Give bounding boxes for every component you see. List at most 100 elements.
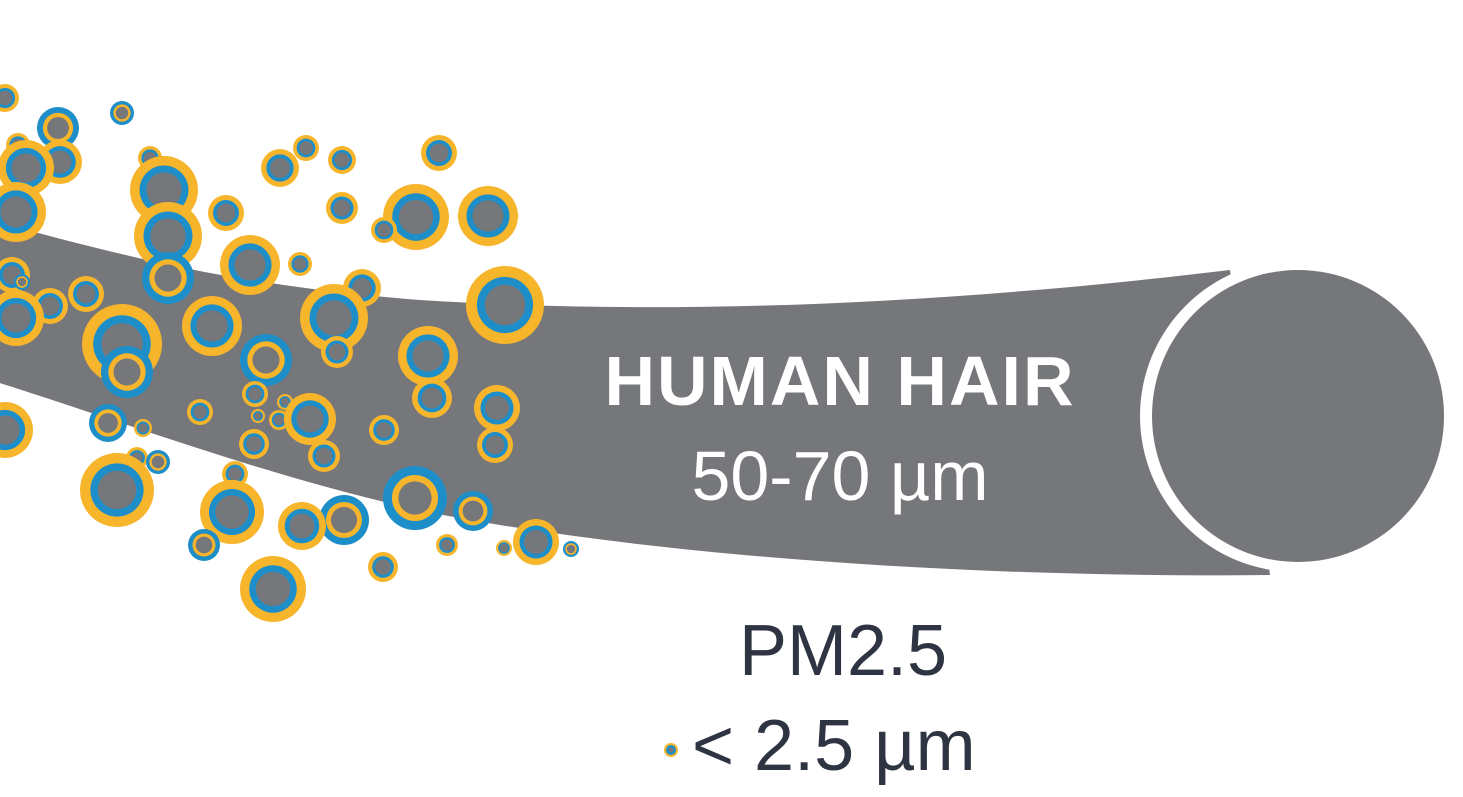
particle-core <box>113 358 141 386</box>
pm-particle <box>300 284 368 352</box>
pm-particle <box>421 135 457 171</box>
particle-core <box>228 467 242 481</box>
particle-core <box>146 172 182 208</box>
particle-core <box>524 530 548 554</box>
pm-particle <box>319 495 369 545</box>
pm-particle <box>134 419 152 437</box>
particle-core <box>234 249 266 281</box>
pm-particle <box>14 274 30 290</box>
particle-core <box>485 435 505 455</box>
particle-core <box>499 543 509 553</box>
particle-core <box>472 200 504 232</box>
pm-particle <box>0 84 19 112</box>
particle-core <box>196 310 228 342</box>
hair-cross-section <box>1152 270 1444 562</box>
pm-particle <box>240 334 292 386</box>
particle-core <box>398 199 434 235</box>
pm-particle <box>288 252 312 276</box>
pm-particle <box>326 192 358 224</box>
particle-core <box>270 158 290 178</box>
pm-particle <box>293 135 319 161</box>
pm-particle <box>412 378 452 418</box>
pm-particle <box>37 107 79 149</box>
pm-particle <box>134 202 202 270</box>
pm-particle <box>0 182 46 242</box>
particle-core <box>150 218 186 254</box>
particle-core <box>331 507 357 533</box>
particle-core <box>462 500 484 522</box>
particle-core <box>334 152 350 168</box>
pm-particle <box>146 450 170 474</box>
particle-core <box>352 278 372 298</box>
pm-particle <box>328 146 356 174</box>
particle-core <box>246 436 262 452</box>
pm-particle <box>240 556 306 622</box>
pm-particle <box>239 429 269 459</box>
hair-size-label: 50-70 µm <box>691 437 988 515</box>
particle-core <box>316 300 352 336</box>
pm-label: PM2.5 <box>739 611 947 691</box>
pm-particle <box>0 140 54 196</box>
particle-core <box>485 396 509 420</box>
particle-core <box>195 536 213 554</box>
pm-particle <box>182 296 242 356</box>
particle-core <box>254 412 262 420</box>
particle-core <box>98 413 118 433</box>
pm-particle <box>80 453 154 527</box>
particle-core <box>377 223 391 237</box>
pm-particle <box>187 399 213 425</box>
pm-particle <box>474 385 520 431</box>
pm-particle <box>458 186 518 246</box>
pm-particle <box>269 410 289 430</box>
particle-core <box>484 284 526 326</box>
particle-core <box>17 277 27 287</box>
pm-particle <box>142 252 194 304</box>
pm-particle <box>477 427 513 463</box>
pm-particle <box>200 480 264 544</box>
pm-particle <box>188 529 220 561</box>
particle-core <box>293 257 307 271</box>
particle-core <box>1 303 31 333</box>
particle-core <box>138 423 148 433</box>
pm-particle <box>89 404 127 442</box>
particle-core <box>193 405 207 419</box>
pm-particle <box>436 534 458 556</box>
hair-label: HUMAN HAIR <box>604 342 1075 420</box>
pm-particle <box>208 195 244 231</box>
particle-core <box>216 203 236 223</box>
particle-core <box>412 340 444 372</box>
particle-core <box>333 199 351 217</box>
particle-core <box>315 447 333 465</box>
particle-core <box>429 143 449 163</box>
particle-core <box>421 387 443 409</box>
pm-particle <box>0 290 44 346</box>
pm-particle <box>284 393 336 445</box>
pm-particle <box>513 519 559 565</box>
particle-core <box>0 90 13 106</box>
particle-core <box>248 387 262 401</box>
pm-particle <box>321 336 353 368</box>
pm-particle <box>368 552 398 582</box>
particle-core <box>299 141 313 155</box>
pm-particle <box>453 491 493 531</box>
pm-particle <box>278 502 326 550</box>
particle-core <box>255 571 291 607</box>
pm-particle <box>101 346 153 398</box>
pm-particle <box>563 541 579 557</box>
particle-cloud <box>0 84 579 622</box>
particle-core <box>115 106 129 120</box>
particle-core <box>40 296 60 316</box>
particle-core <box>76 284 96 304</box>
pm-particle <box>308 440 340 472</box>
pm-particle <box>369 415 399 445</box>
particle-core <box>566 544 576 554</box>
pm-particle <box>0 402 33 458</box>
pm-particle <box>466 266 544 344</box>
particle-core <box>328 343 346 361</box>
particle-core <box>280 397 290 407</box>
particle-core <box>375 559 391 575</box>
pm-size-label: < 2.5 µm <box>692 706 976 786</box>
pm-particle <box>68 276 104 312</box>
particle-core <box>0 415 20 445</box>
